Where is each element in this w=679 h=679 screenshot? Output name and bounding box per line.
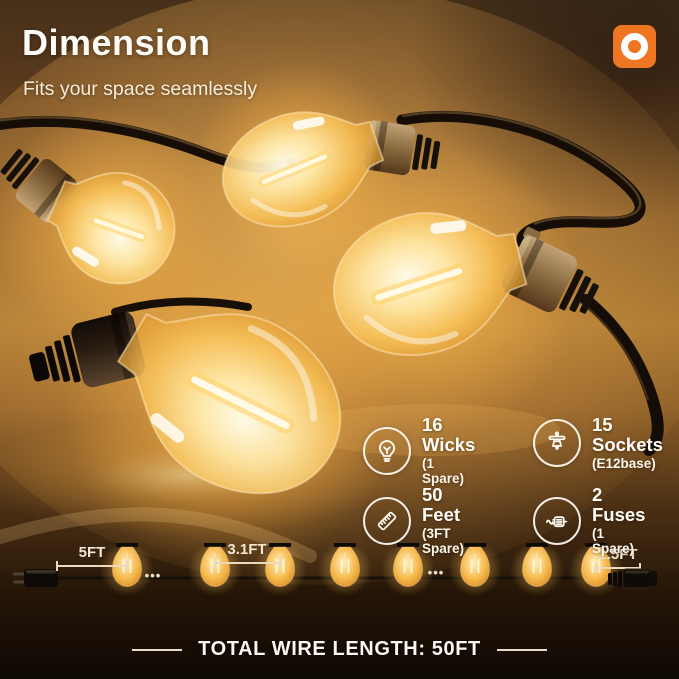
header: Dimension Fits your space seamlessly xyxy=(22,22,257,101)
measure-5ft xyxy=(56,561,128,571)
spec-sockets: 15 Sockets (E12base) xyxy=(533,415,663,472)
page-subtitle: Fits your space seamlessly xyxy=(23,78,258,100)
banner-divider xyxy=(496,648,547,651)
socket-icon xyxy=(548,431,566,450)
ellipsis-dots: ••• xyxy=(145,568,162,583)
power-plug-icon xyxy=(13,569,58,587)
measure-label: 3.1FT xyxy=(227,543,266,558)
brand-logo xyxy=(613,25,656,68)
ruler-icon xyxy=(377,511,397,530)
spec-circle xyxy=(363,496,411,545)
bulb-top-middle xyxy=(221,111,441,228)
spec-fuses: 2 Fuses (1 Spare) xyxy=(533,485,645,556)
length-diagram: ••• ••• 5FT 3.1FT 1.5FT xyxy=(13,543,657,598)
spec-wicks: 16 Wicks (1 Spare) xyxy=(363,415,475,486)
spec-feet: 50 Feet (3FT Spare) xyxy=(363,485,464,556)
bulb-upper-left xyxy=(0,149,176,285)
total-length-banner: TOTAL WIRE LENGTH: 50FT xyxy=(0,638,679,661)
ring-logo-icon xyxy=(621,33,648,60)
spec-label: 2 Fuses xyxy=(592,484,646,525)
measure-label: 1.5FT xyxy=(598,546,637,563)
spec-circle xyxy=(533,496,581,545)
measure-label: 5FT xyxy=(79,544,106,561)
spec-label: 50 Feet xyxy=(422,484,461,525)
bulb-center xyxy=(333,211,599,356)
banner-divider xyxy=(132,648,183,651)
spec-sub: (E12base) xyxy=(592,455,656,471)
banner-text: TOTAL WIRE LENGTH: 50FT xyxy=(198,638,481,660)
spec-sub: (1 Spare) xyxy=(592,525,635,556)
spec-circle xyxy=(533,419,581,468)
page-title: Dimension xyxy=(22,22,211,63)
spec-label: 15 Sockets xyxy=(592,414,663,455)
ellipsis-dots: ••• xyxy=(428,565,445,580)
spec-label: 16 Wicks xyxy=(422,414,476,455)
bulb-lower-left xyxy=(29,310,342,495)
spec-sub: (1 Spare) xyxy=(422,455,465,486)
spec-circle xyxy=(363,426,411,475)
measure-3-1ft xyxy=(214,558,281,568)
spec-sub: (3FT Spare) xyxy=(422,525,465,556)
fuse-plug-icon xyxy=(545,515,568,527)
bulb-icon xyxy=(378,439,396,462)
end-connector-icon xyxy=(608,568,657,589)
